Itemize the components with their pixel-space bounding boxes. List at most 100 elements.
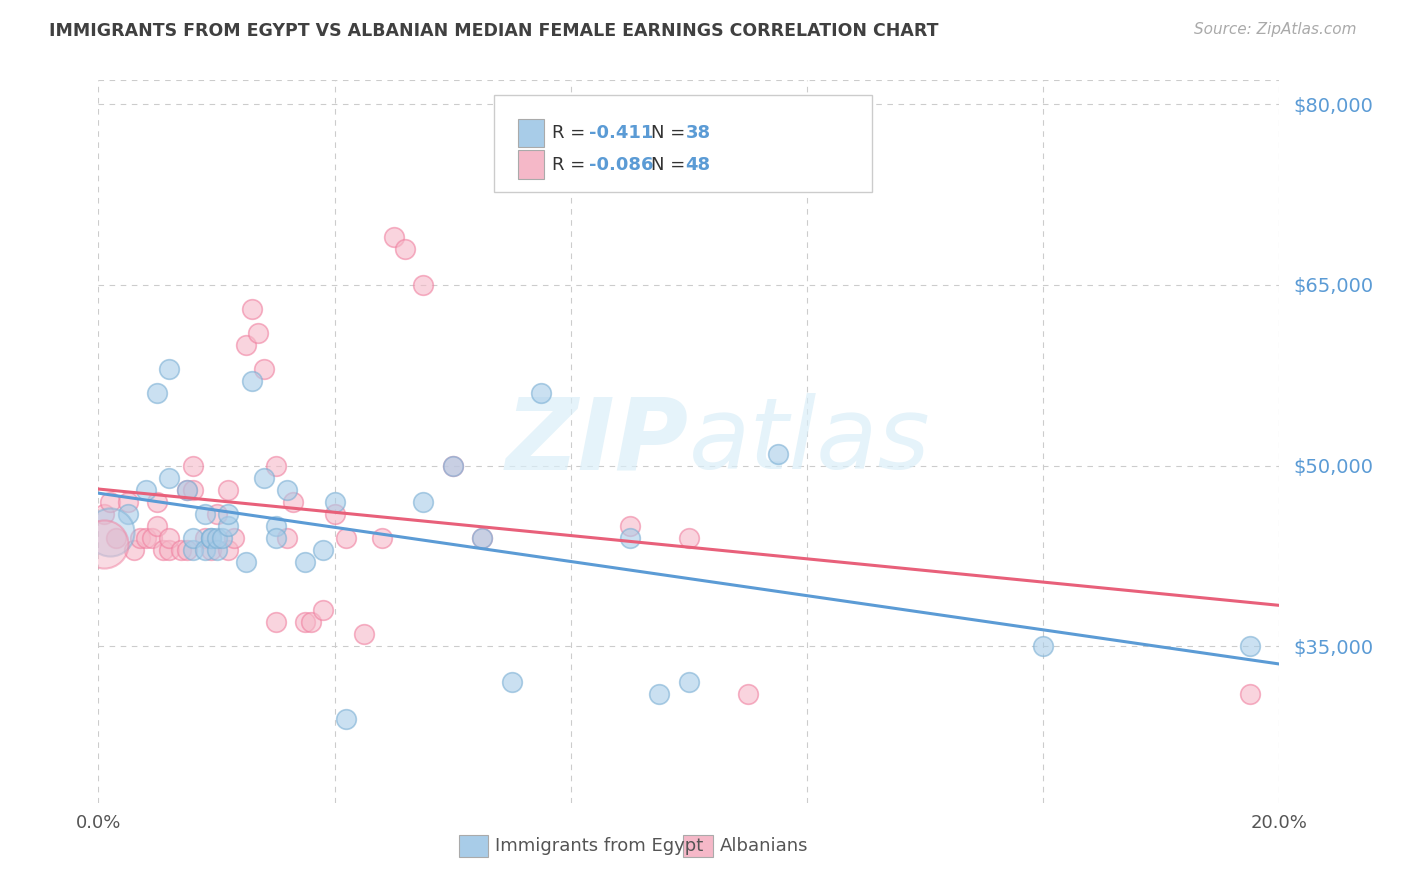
Point (181, 458, 204, 473)
Point (157, 542, 180, 557)
Point (194, 531, 217, 545)
Point (200, 531, 222, 545)
Point (157, 470, 180, 484)
Point (353, 627, 375, 641)
Point (181, 542, 204, 557)
FancyBboxPatch shape (683, 835, 713, 857)
Point (648, 687, 671, 701)
Point (194, 507, 217, 521)
Point (117, 494, 139, 508)
Text: N =: N = (651, 124, 692, 142)
Point (276, 483, 298, 497)
Point (146, 494, 169, 508)
Text: R =: R = (553, 124, 591, 142)
Point (253, 362, 276, 376)
Point (264, 531, 287, 545)
Text: N =: N = (651, 156, 692, 174)
Point (176, 483, 198, 497)
Text: Albanians: Albanians (720, 838, 808, 855)
Point (264, 615, 287, 630)
Point (619, 518, 641, 533)
Point (441, 458, 464, 473)
Point (619, 531, 641, 545)
Point (157, 531, 180, 545)
FancyBboxPatch shape (458, 835, 488, 857)
Point (117, 507, 139, 521)
Point (224, 531, 246, 545)
Point (312, 542, 335, 557)
Point (141, 531, 163, 545)
Point (152, 542, 174, 557)
Point (122, 542, 145, 557)
Point (323, 494, 346, 508)
Point (264, 518, 287, 533)
Point (135, 531, 157, 545)
Point (312, 603, 335, 617)
Point (93, 507, 115, 521)
Point (176, 483, 198, 497)
Point (253, 470, 276, 484)
Point (766, 446, 789, 460)
Point (200, 531, 222, 545)
Point (382, 229, 405, 244)
Point (205, 507, 228, 521)
Point (98, 494, 121, 508)
Point (235, 338, 257, 352)
Point (471, 531, 494, 545)
Text: IMMIGRANTS FROM EGYPT VS ALBANIAN MEDIAN FEMALE EARNINGS CORRELATION CHART: IMMIGRANTS FROM EGYPT VS ALBANIAN MEDIAN… (49, 22, 939, 40)
Point (530, 386, 553, 401)
Point (283, 494, 305, 508)
Point (1239, 687, 1261, 701)
Point (394, 242, 416, 256)
FancyBboxPatch shape (517, 119, 544, 147)
Point (170, 542, 193, 557)
Text: Source: ZipAtlas.com: Source: ZipAtlas.com (1194, 22, 1357, 37)
Point (737, 687, 759, 701)
Point (276, 531, 298, 545)
Point (181, 531, 204, 545)
Point (128, 531, 150, 545)
Point (93, 537, 115, 551)
Point (294, 615, 316, 630)
Point (240, 301, 263, 316)
Point (371, 531, 394, 545)
Point (217, 507, 239, 521)
Point (205, 542, 228, 557)
Point (235, 555, 257, 569)
FancyBboxPatch shape (517, 151, 544, 179)
Text: 48: 48 (685, 156, 710, 174)
Point (1239, 639, 1261, 653)
Point (1032, 639, 1054, 653)
Point (135, 483, 157, 497)
Point (194, 542, 217, 557)
Text: 38: 38 (685, 124, 710, 142)
Point (323, 507, 346, 521)
FancyBboxPatch shape (494, 95, 872, 193)
Point (412, 494, 434, 508)
Point (246, 326, 269, 340)
Point (217, 483, 239, 497)
Point (176, 542, 198, 557)
Point (200, 542, 222, 557)
Point (471, 531, 494, 545)
Point (146, 518, 169, 533)
Text: R =: R = (553, 156, 591, 174)
Point (294, 555, 316, 569)
Point (264, 458, 287, 473)
Point (412, 277, 434, 292)
Text: Immigrants from Egypt: Immigrants from Egypt (495, 838, 703, 855)
Point (678, 531, 700, 545)
Point (299, 615, 322, 630)
Point (105, 531, 128, 545)
Point (441, 458, 464, 473)
Text: ZIP: ZIP (506, 393, 689, 490)
Point (240, 374, 263, 388)
Point (181, 483, 204, 497)
Point (678, 675, 700, 690)
Point (211, 531, 233, 545)
Point (335, 712, 357, 726)
Point (217, 542, 239, 557)
Text: atlas: atlas (689, 393, 931, 490)
Text: -0.086: -0.086 (589, 156, 652, 174)
Point (98, 524, 121, 539)
